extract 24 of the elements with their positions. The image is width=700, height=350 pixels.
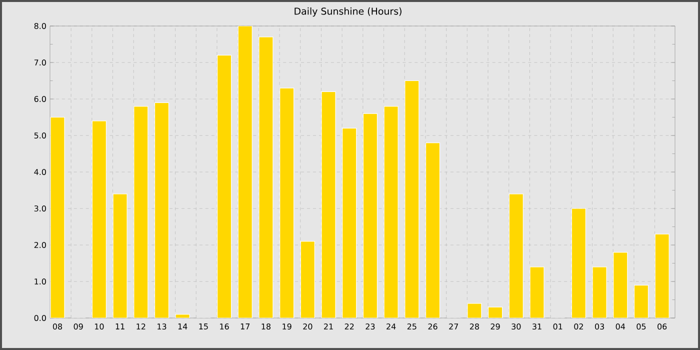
bar xyxy=(592,266,607,318)
bar xyxy=(280,88,294,318)
bar xyxy=(634,284,649,318)
bar xyxy=(50,116,65,318)
bar xyxy=(342,128,357,318)
bar xyxy=(321,91,336,318)
bar xyxy=(654,234,670,318)
chart-title: Daily Sunshine (Hours) xyxy=(294,7,402,17)
bar xyxy=(154,102,170,318)
bar xyxy=(571,208,586,318)
bar xyxy=(216,54,232,318)
bar xyxy=(613,252,628,318)
bar xyxy=(92,120,107,318)
bar xyxy=(112,194,128,318)
bar xyxy=(530,266,544,318)
bar xyxy=(508,194,524,318)
bar xyxy=(238,26,252,318)
bar xyxy=(300,241,315,318)
bar xyxy=(404,80,420,318)
bar xyxy=(258,36,274,318)
bar xyxy=(425,142,440,318)
bar xyxy=(384,106,398,318)
bar xyxy=(134,106,148,318)
bar xyxy=(362,113,378,318)
